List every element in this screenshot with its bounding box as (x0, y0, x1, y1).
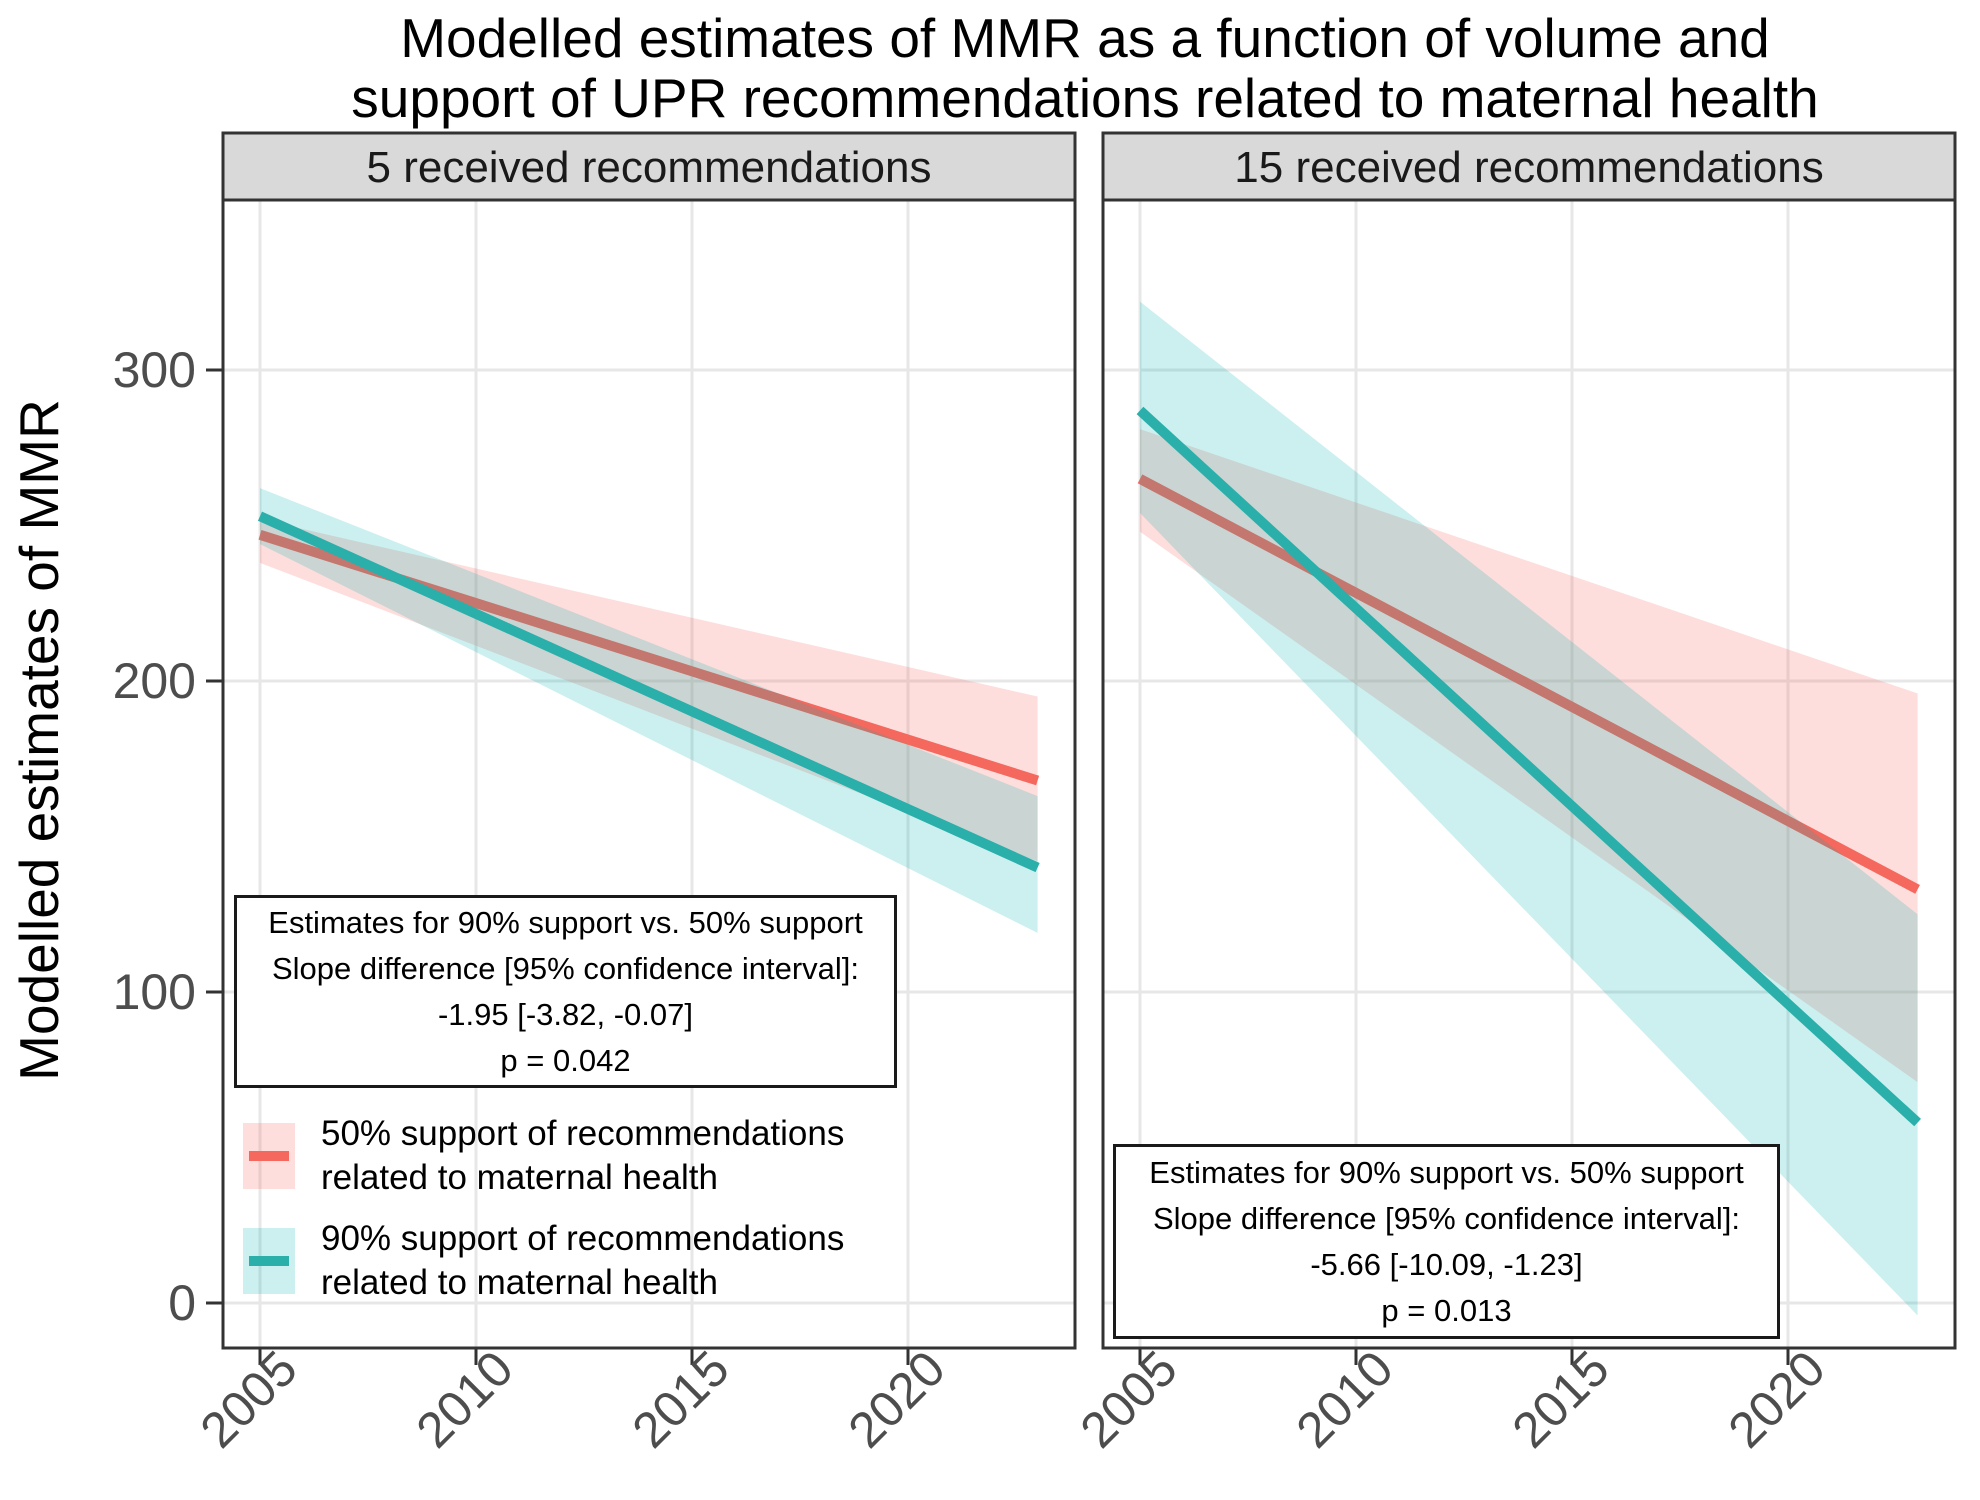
annotation-line: -5.66 [-10.09, -1.23] (1310, 1246, 1583, 1282)
facet-strip (221, 131, 1077, 202)
y-tick-label: 300 (113, 342, 196, 398)
y-tick-label: 100 (113, 964, 196, 1020)
x-tick-label: 2020 (1718, 1340, 1836, 1458)
legend-label-line: 90% support of recommendations (321, 1219, 845, 1258)
legend-label-line: 50% support of recommendations (321, 1114, 845, 1153)
annotation-box-15-recs: Estimates for 90% support vs. 50% suppor… (1113, 1144, 1780, 1339)
annotation-line: Estimates for 90% support vs. 50% suppor… (1149, 1154, 1744, 1190)
legend-key-50-support-swatch (243, 1123, 295, 1189)
legend-label-50-support: 50% support of recommendations related t… (321, 1112, 844, 1200)
annotation-line: p = 0.042 (500, 1042, 631, 1078)
x-tick-label: 2005 (1070, 1340, 1188, 1458)
legend-key-50-support-line-icon (249, 1151, 289, 1161)
annotation-box-5-recs: Estimates for 90% support vs. 50% suppor… (234, 895, 897, 1088)
y-axis-title: Modelled estimates of MMR (8, 399, 70, 1081)
annotation-line: Estimates for 90% support vs. 50% suppor… (268, 904, 863, 940)
chart-title-line2: support of UPR recommendations related t… (351, 67, 1819, 129)
annotation-line: Slope difference [95% confidence interva… (1152, 1200, 1741, 1236)
chart-title: Modelled estimates of MMR as a function … (185, 8, 1980, 128)
x-tick-label: 2010 (1286, 1340, 1404, 1458)
x-tick-label: 2015 (1502, 1340, 1620, 1458)
y-tick-label: 0 (168, 1275, 196, 1331)
legend-label-line: related to maternal health (321, 1263, 718, 1302)
x-tick-label: 2015 (622, 1340, 740, 1458)
trend-line-50-support (1137, 474, 1920, 894)
trend-line-90-support (1136, 406, 1921, 1127)
trend-line-90-support (257, 511, 1040, 873)
legend-label-90-support: 90% support of recommendations related t… (321, 1217, 844, 1305)
facet-strip-label: 15 received recommendations (1234, 143, 1823, 192)
y-tick-label: 200 (113, 653, 196, 709)
facet-strip (1101, 131, 1957, 202)
x-tick-label: 2005 (190, 1340, 308, 1458)
legend-key-90-support-line-icon (249, 1256, 289, 1266)
x-tick-label: 2010 (406, 1340, 524, 1458)
annotation-line: -1.95 [-3.82, -0.07] (437, 996, 694, 1032)
chart-title-line1: Modelled estimates of MMR as a function … (400, 7, 1770, 69)
legend-label-line: related to maternal health (321, 1158, 718, 1197)
x-tick-label: 2020 (838, 1340, 956, 1458)
facet-0: 5 received recommendations 2005 2010 2015 20… (190, 131, 1077, 1458)
annotation-line: p = 0.013 (1381, 1292, 1512, 1328)
legend-item-50-support: 50% support of recommendations related t… (243, 1112, 844, 1200)
legend-key-90-support-swatch (243, 1228, 295, 1294)
ci-ribbon-90-support (1140, 301, 1918, 1316)
legend: 50% support of recommendations related t… (243, 1112, 844, 1305)
legend-item-90-support: 90% support of recommendations related t… (243, 1217, 844, 1305)
facet-strip-label: 5 received recommendations (367, 143, 932, 192)
panel-background (223, 200, 1075, 1348)
annotation-line: Slope difference [95% confidence interva… (271, 950, 860, 986)
